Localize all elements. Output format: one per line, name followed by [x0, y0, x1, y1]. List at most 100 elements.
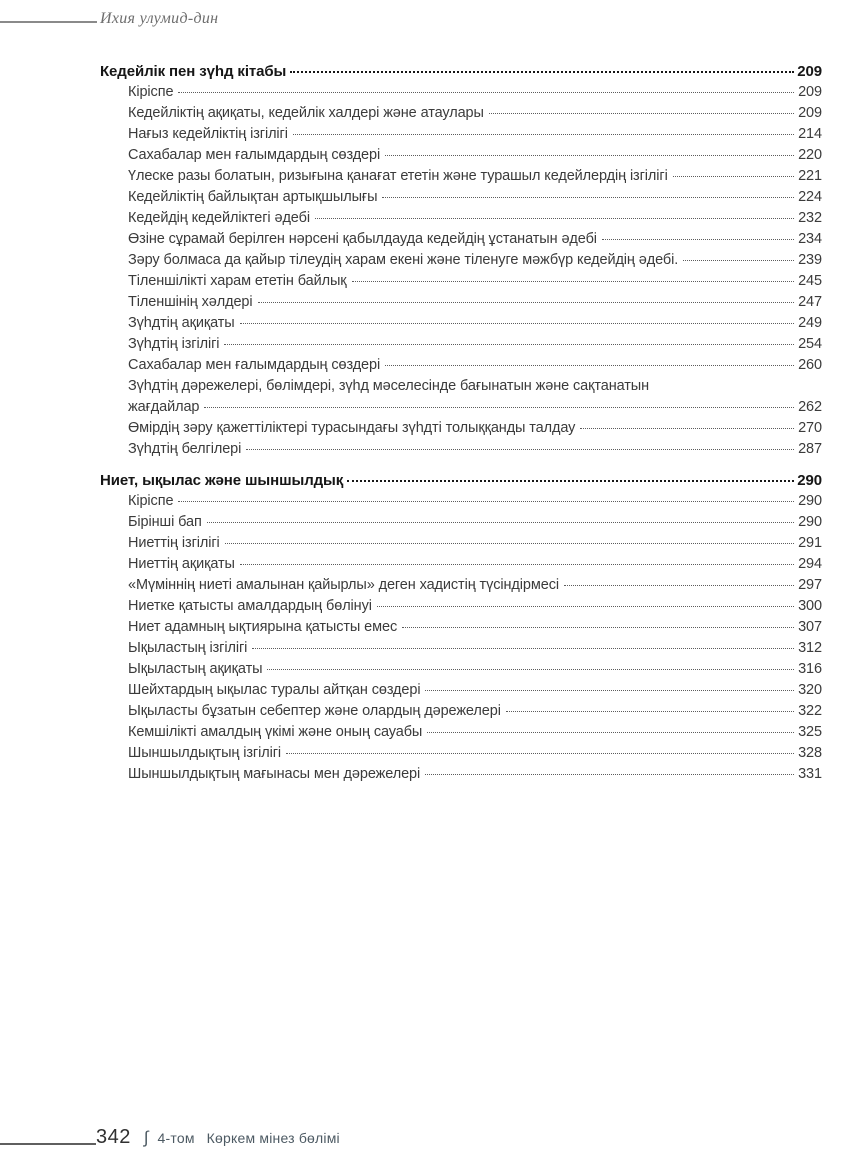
toc-entry-page-number: 247	[798, 294, 822, 310]
toc-entry-text: Шыншылдықтың мағынасы мен дәрежелері	[128, 766, 421, 782]
toc-entry-text: Зүһдтің ақиқаты	[128, 315, 235, 331]
toc-entry-page-number: 331	[798, 766, 822, 782]
toc-entry-text: Бірінші бап	[128, 514, 202, 530]
dot-leader	[672, 176, 795, 177]
toc-entry-page-number: 254	[798, 336, 822, 352]
footer-volume-label: 4-том	[157, 1130, 195, 1146]
toc-entry-page-number: 209	[798, 105, 822, 121]
toc-entry-page-number: 262	[798, 399, 822, 415]
toc-entry-text: Сахабалар мен ғалымдардың сөздері	[128, 357, 381, 373]
dot-leader	[347, 480, 795, 482]
toc-entry-text: Тіленшінің хәлдері	[128, 294, 253, 310]
toc-entry: Зүһдтің ізгілігі 254	[100, 334, 822, 355]
dot-leader	[204, 407, 795, 408]
dot-leader	[290, 71, 795, 73]
toc-entry: Бірінші бап 290	[100, 512, 822, 533]
toc-entry-page-number: 297	[798, 577, 822, 593]
dot-leader	[505, 711, 795, 712]
toc-entry-text: Кедейліктің байлықтан артықшылығы	[128, 189, 378, 205]
toc-entry: Ниеттің ақиқаты 294	[100, 554, 822, 575]
toc-entry: Ықыласты бұзатын себептер және олардың д…	[100, 701, 822, 722]
toc-entry-page-number: 316	[798, 661, 822, 677]
toc-entry-text: Кедейдің кедейліктегі әдебі	[128, 210, 310, 226]
dot-leader	[224, 344, 795, 345]
toc-entry-line2: жағдайлар 262	[100, 397, 822, 418]
dot-leader	[563, 585, 795, 586]
toc-entry-text: Ниетке қатысты амалдардың бөлінуі	[128, 598, 372, 614]
toc-entry-text: Ниет адамның ықтиярына қатысты емес	[128, 619, 398, 635]
toc-entry: Шейхтардың ықылас туралы айтқан сөздері 3…	[100, 680, 822, 701]
toc-entry: Сахабалар мен ғалымдардың сөздері 260	[100, 355, 822, 376]
toc-entry-text: Кедейлік пен зүһд кітабы	[100, 63, 287, 80]
toc-entry-page-number: 232	[798, 210, 822, 226]
toc-entry: Зүһдтің ақиқаты 249	[100, 313, 822, 334]
dot-leader	[351, 281, 795, 282]
dot-leader	[425, 774, 795, 775]
toc-entry-page-number: 328	[798, 745, 822, 761]
toc-entry-page-number: 224	[798, 189, 822, 205]
toc-section: Ниет, ықылас және шыншылдық 290 Кіріспе 290…	[100, 470, 822, 785]
footer-separator-glyph: ∫	[143, 1128, 149, 1147]
footer-section-title: Көркем мінез бөлімі	[206, 1130, 340, 1146]
toc-section-title: Ниет, ықылас және шыншылдық 290	[100, 470, 822, 491]
dot-leader	[580, 428, 795, 429]
toc-entry-text: Сахабалар мен ғалымдардың сөздері	[128, 147, 381, 163]
toc-entry-page-number: 270	[798, 420, 822, 436]
toc-entry-text: Өзіне сұрамай берілген нәрсені қабылдауд…	[128, 231, 597, 247]
toc-entry-text: Кедейліктің ақиқаты, кедейлік халдері жә…	[128, 105, 484, 121]
toc-entry-text: Ықыластың ізгілігі	[128, 640, 248, 656]
toc-entry-text: «Мүміннің ниеті амалынан қайырлы» деген …	[128, 577, 559, 593]
toc-entry-text: Зүһдтің ізгілігі	[128, 336, 220, 352]
toc-entry: Ықыластың ізгілігі 312	[100, 638, 822, 659]
toc-entry-page-number: 325	[798, 724, 822, 740]
toc-entry: Үлеске разы болатын, ризығына қанағат ет…	[100, 166, 822, 187]
dot-leader	[488, 113, 795, 114]
toc-entry-page-number: 290	[798, 493, 822, 509]
dot-leader	[427, 732, 795, 733]
dot-leader	[286, 753, 795, 754]
toc-entry-page-number: 245	[798, 273, 822, 289]
toc-entry: Тіленшінің хәлдері 247	[100, 292, 822, 313]
toc-entry: Сахабалар мен ғалымдардың сөздері 220	[100, 145, 822, 166]
toc-entry-text: Зүһдтің дәрежелері, бөлімдері, зүһд мәсе…	[128, 378, 650, 394]
toc-entry-line1: Зүһдтің дәрежелері, бөлімдері, зүһд мәсе…	[100, 376, 822, 397]
footer-page-number: 342	[96, 1126, 131, 1148]
footer-rule-line	[0, 1143, 96, 1145]
toc-entry: Кіріспе 290	[100, 491, 822, 512]
toc-entry-text: Өмірдің зәру қажеттіліктері турасындағы …	[128, 420, 576, 436]
toc-entry: Зүһдтің белгілері 287	[100, 439, 822, 460]
dot-leader	[314, 218, 795, 219]
toc-entry-page-number: 249	[798, 315, 822, 331]
toc-entry: Шыншылдықтың ізгілігі 328	[100, 743, 822, 764]
dot-leader	[601, 239, 795, 240]
toc-entry: Зәру болмаса да қайыр тілеудің харам еке…	[100, 250, 822, 271]
toc-entry: Кедейліктің ақиқаты, кедейлік халдері жә…	[100, 103, 822, 124]
toc-entry-text: Зүһдтің белгілері	[128, 441, 242, 457]
toc-entry: Шыншылдықтың мағынасы мен дәрежелері 331	[100, 764, 822, 785]
toc-entry-page-number: 287	[798, 441, 822, 457]
toc-entry-text: Ниет, ықылас және шыншылдық	[100, 472, 344, 489]
dot-leader	[246, 449, 795, 450]
toc-entry-text: Үлеске разы болатын, ризығына қанағат ет…	[128, 168, 668, 184]
toc-entry-text: Зәру болмаса да қайыр тілеудің харам еке…	[128, 252, 679, 268]
toc-entry-text: Ықыластың ақиқаты	[128, 661, 263, 677]
toc-entry-text: Шейхтардың ықылас туралы айтқан сөздері	[128, 682, 421, 698]
dot-leader	[206, 522, 795, 523]
toc-entry-page-number: 260	[798, 357, 822, 373]
toc-entry-page-number: 290	[798, 514, 822, 530]
toc-entry: Кедейдің кедейліктегі әдебі 232	[100, 208, 822, 229]
toc-entry-text: жағдайлар	[128, 399, 200, 415]
toc-entry-page-number: 290	[797, 472, 822, 489]
toc-entry-page-number: 209	[797, 63, 822, 80]
dot-leader	[178, 501, 795, 502]
dot-leader	[425, 690, 795, 691]
toc-entry: Өзіне сұрамай берілген нәрсені қабылдауд…	[100, 229, 822, 250]
toc-entry-text: Шыншылдықтың ізгілігі	[128, 745, 282, 761]
toc-entry: Тіленшілікті харам ететін байлық 245	[100, 271, 822, 292]
dot-leader	[385, 365, 795, 366]
toc: Кедейлік пен зүһд кітабы 209 Кіріспе 209 Кед…	[100, 61, 822, 785]
dot-leader	[224, 543, 795, 544]
dot-leader	[239, 564, 795, 565]
toc-entry-page-number: 294	[798, 556, 822, 572]
